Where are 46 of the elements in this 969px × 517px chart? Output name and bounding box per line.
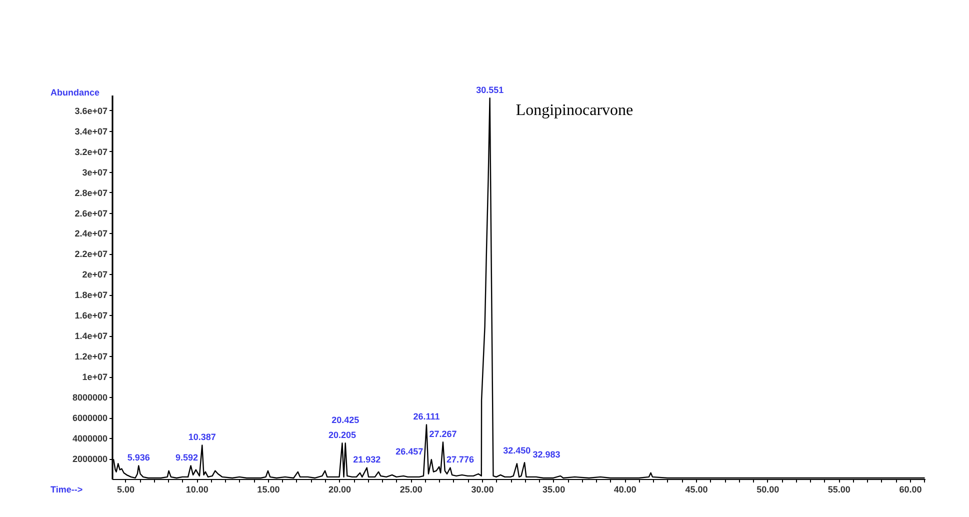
y-tick-label: 2.6e+07 xyxy=(74,208,108,218)
y-tick-label: 1.2e+07 xyxy=(74,352,108,362)
y-tick-label: 1.6e+07 xyxy=(74,310,108,321)
y-tick-label: 4000000 xyxy=(72,434,108,444)
y-tick-label: 2.2e+07 xyxy=(74,249,108,260)
y-tick-label: 1.8e+07 xyxy=(74,290,108,300)
annotation: 10.387 xyxy=(188,432,216,442)
x-tick-label: 10.00 xyxy=(186,484,208,494)
annotation: 32.450 xyxy=(503,446,531,456)
y-tick-label: 3.2e+07 xyxy=(74,146,108,157)
annotation: 27.776 xyxy=(446,454,474,465)
y-tick-label: 2.4e+07 xyxy=(74,228,108,239)
annotation: 21.932 xyxy=(353,454,381,465)
annotation: 30.551 xyxy=(476,85,504,96)
y-tick-label: 8000000 xyxy=(72,392,108,403)
x-tick-label: 40.00 xyxy=(614,484,636,494)
annotation: 32.983 xyxy=(532,450,560,460)
y-tick-label: 1.4e+07 xyxy=(74,331,108,342)
annotation: 20.425 xyxy=(332,415,360,426)
y-tick-label: 2e+07 xyxy=(82,270,108,280)
y-tick-label: 3e+07 xyxy=(82,167,108,178)
annotation: 26.457 xyxy=(396,446,424,457)
x-tick-label: 15.00 xyxy=(257,484,280,494)
y-tick-label: 2000000 xyxy=(72,454,108,464)
y-tick-label: 2.8e+07 xyxy=(74,188,108,198)
annotation: 9.592 xyxy=(176,452,198,463)
y-tick-label: 3.6e+07 xyxy=(74,106,108,116)
y-axis-title: Abundance xyxy=(50,88,100,98)
x-tick-label: 20.00 xyxy=(328,484,352,494)
y-tick-label: 3.4e+07 xyxy=(74,126,108,136)
annotation: 27.267 xyxy=(429,429,457,440)
annotation: 5.936 xyxy=(127,452,150,463)
x-tick-label: 30.00 xyxy=(471,484,494,494)
x-axis-title: Time--> xyxy=(50,484,83,494)
x-tick-label: 45.00 xyxy=(685,484,708,494)
x-tick-label: 60.00 xyxy=(899,484,922,494)
x-tick-label: 50.00 xyxy=(756,484,780,494)
x-tick-label: 55.00 xyxy=(828,484,850,494)
y-tick-label: 1e+07 xyxy=(82,372,108,382)
x-tick-label: 35.00 xyxy=(542,484,566,494)
y-tick-label: 6000000 xyxy=(72,413,108,424)
annotation: 20.205 xyxy=(328,430,356,440)
x-tick-label: 25.00 xyxy=(400,484,422,494)
annotation: 26.111 xyxy=(413,412,440,422)
x-tick-label: 5.00 xyxy=(117,484,135,494)
annotation: Longipinocarvone xyxy=(516,102,634,120)
